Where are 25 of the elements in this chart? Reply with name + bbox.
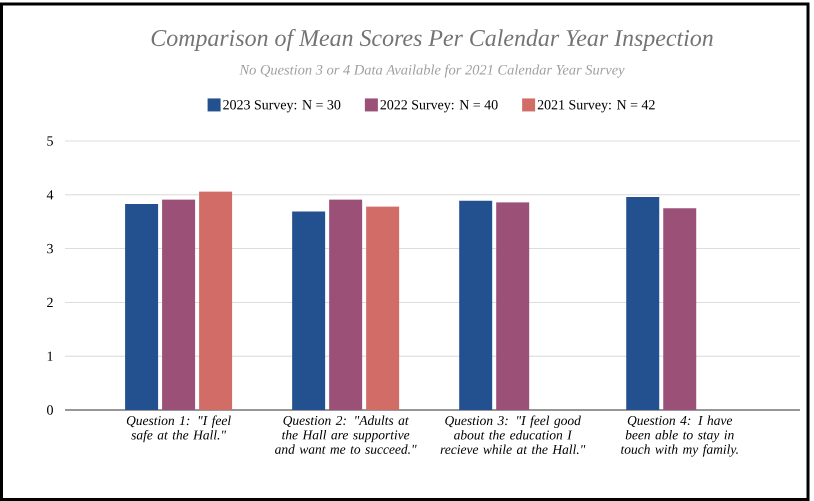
bar [663,208,696,410]
bar [626,196,660,410]
bar [199,192,232,410]
y-tick-label: 2 [47,298,53,308]
bar [496,202,530,410]
legend-label: 2021 Survey: N = 42 [538,100,655,112]
bar [125,204,158,410]
bar [459,200,492,410]
y-tick-label: 1 [48,352,53,361]
y-tick-label: 4 [46,190,54,200]
chart-subtitle: No Question 3 or 4 Data Available for 2021 Calendar Year Survey [239,64,625,78]
x-tick-label: Question 1: "I feel safe at the Hall." [126,416,231,442]
bar [366,206,400,410]
bar [329,200,362,410]
bar [162,200,196,410]
x-tick-label: Question 2: "Adults at the Hall are supportive and want me to succeed." [275,416,417,454]
x-tick-label: Question 3: "I feel good about the education I recieve while at the Hall." [440,416,586,454]
legend-label: 2023 Survey: N = 30 [223,100,340,112]
chart-title: Comparison of Mean Scores Per Calendar Year Inspection [152,29,713,51]
y-tick-label: 0 [47,405,53,415]
y-tick-label: 5 [47,136,53,146]
bar [292,211,326,410]
y-tick-label: 3 [47,244,53,254]
legend-label: 2022 Survey: N = 40 [380,100,498,112]
x-tick-label: Question 4: I have been able to stay in touch with my family. [621,416,738,457]
